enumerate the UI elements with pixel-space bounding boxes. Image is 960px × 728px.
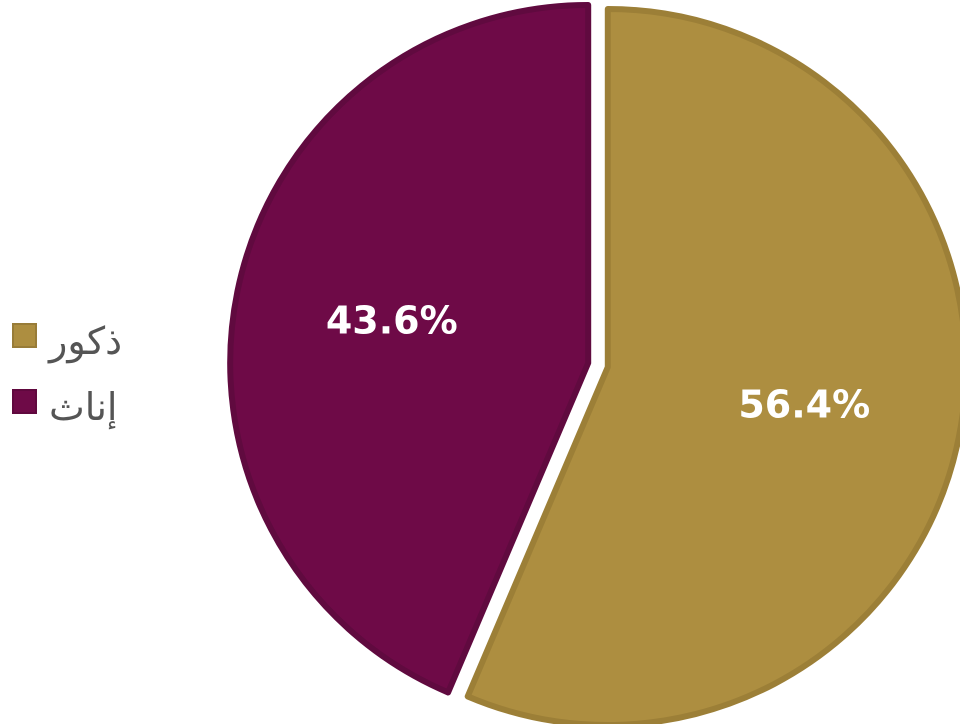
data-label-female: 43.6% (326, 298, 458, 342)
chart-legend: ذكور إناث (12, 308, 122, 440)
legend-label-female: إناث (49, 385, 118, 429)
legend-label-male: ذكور (49, 319, 122, 363)
legend-swatch-male (12, 322, 37, 348)
legend-item-male: ذكور (12, 308, 122, 374)
data-label-male: 56.4% (738, 383, 870, 427)
legend-item-female: إناث (12, 374, 122, 440)
pie-slice-female (227, 2, 592, 696)
legend-swatch-female (12, 388, 37, 414)
pie-slice-male (464, 5, 960, 728)
